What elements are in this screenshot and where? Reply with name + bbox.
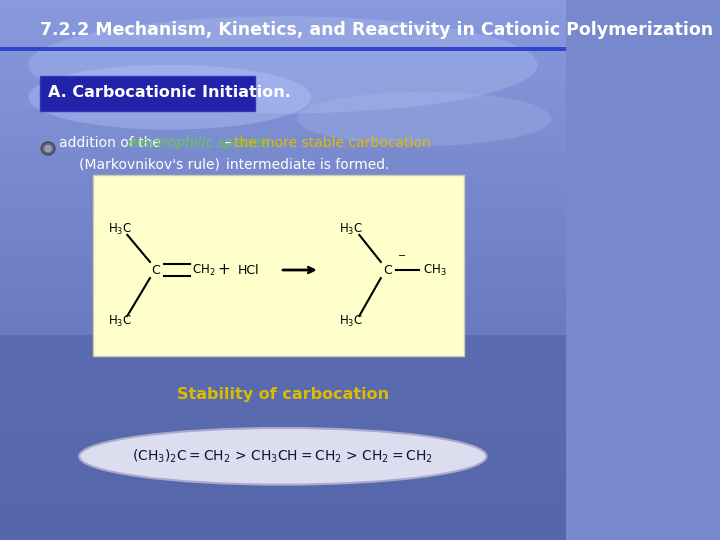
Bar — [0, 526, 566, 540]
Text: (Markovnikov's rule): (Markovnikov's rule) — [79, 158, 220, 172]
Text: C: C — [151, 264, 160, 276]
Bar — [0, 446, 566, 459]
Bar — [0, 324, 566, 338]
Bar — [0, 472, 566, 486]
Bar — [0, 364, 566, 378]
Bar — [0, 135, 566, 148]
Bar — [0, 418, 566, 432]
Bar — [0, 189, 566, 202]
Bar — [94, 176, 464, 356]
Bar — [0, 27, 566, 40]
Bar — [0, 338, 566, 351]
Bar — [0, 68, 566, 81]
Bar — [0, 162, 566, 176]
Bar — [0, 459, 566, 472]
Bar — [0, 297, 566, 310]
Text: H$_3$C: H$_3$C — [340, 222, 364, 237]
Bar — [0, 176, 566, 189]
Bar — [0, 122, 566, 135]
Bar — [0, 47, 566, 51]
Bar — [0, 270, 566, 284]
Text: CH$_3$: CH$_3$ — [423, 262, 446, 278]
Bar — [0, 243, 566, 256]
Bar — [0, 0, 566, 14]
Text: H$_3$C: H$_3$C — [107, 314, 132, 329]
Bar — [0, 202, 566, 216]
Bar — [0, 513, 566, 526]
Bar — [0, 351, 566, 364]
Bar — [0, 148, 566, 162]
Bar — [0, 230, 566, 243]
Text: −: − — [397, 252, 406, 261]
Text: Stability of carbocation: Stability of carbocation — [177, 387, 389, 402]
Text: addition of the: addition of the — [60, 136, 166, 150]
Text: electrophilic species: electrophilic species — [128, 136, 269, 150]
Bar — [0, 216, 566, 229]
Ellipse shape — [28, 65, 311, 130]
Text: 7.2.2 Mechanism, Kinetics, and Reactivity in Cationic Polymerization: 7.2.2 Mechanism, Kinetics, and Reactivit… — [40, 21, 713, 39]
Text: –: – — [220, 136, 235, 150]
Circle shape — [44, 145, 52, 152]
Bar — [0, 256, 566, 270]
Text: intermediate is formed.: intermediate is formed. — [226, 158, 390, 172]
Text: H$_3$C: H$_3$C — [340, 314, 364, 329]
Text: CH$_2$: CH$_2$ — [192, 262, 216, 278]
Bar — [0, 392, 566, 405]
Bar — [0, 486, 566, 500]
Text: +: + — [217, 262, 230, 278]
Text: A. Carbocationic Initiation.: A. Carbocationic Initiation. — [48, 85, 291, 100]
Bar — [0, 94, 566, 108]
Ellipse shape — [79, 428, 487, 485]
Bar — [0, 14, 566, 27]
Bar — [0, 54, 566, 68]
Bar — [0, 40, 566, 54]
Bar — [0, 335, 566, 540]
Text: HCl: HCl — [238, 264, 260, 276]
Ellipse shape — [297, 92, 552, 146]
Circle shape — [41, 142, 55, 155]
Bar — [0, 378, 566, 392]
Bar — [0, 108, 566, 122]
Bar — [40, 76, 255, 111]
Bar — [0, 500, 566, 513]
Bar — [0, 310, 566, 324]
Bar — [0, 81, 566, 94]
Bar — [0, 405, 566, 418]
Bar — [0, 284, 566, 297]
Ellipse shape — [28, 16, 538, 113]
Text: H$_3$C: H$_3$C — [107, 222, 132, 237]
Text: the more stable carbocation: the more stable carbocation — [234, 136, 431, 150]
Bar — [0, 432, 566, 445]
Text: (CH$_3$)$_2$C$=$CH$_2$ > CH$_3$CH$=$CH$_2$ > CH$_2$$=$CH$_2$: (CH$_3$)$_2$C$=$CH$_2$ > CH$_3$CH$=$CH$_… — [132, 448, 433, 465]
Text: C: C — [383, 264, 392, 276]
